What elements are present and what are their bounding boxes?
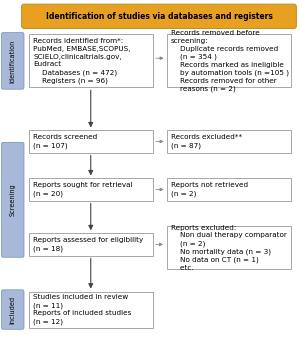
FancyBboxPatch shape: [28, 233, 153, 256]
Text: Reports sought for retrieval
(n = 20): Reports sought for retrieval (n = 20): [33, 182, 133, 197]
FancyBboxPatch shape: [28, 178, 153, 201]
Text: Screening: Screening: [10, 184, 16, 216]
FancyBboxPatch shape: [2, 290, 24, 329]
Text: Included: Included: [10, 296, 16, 323]
FancyBboxPatch shape: [28, 130, 153, 153]
Text: Records screened
(n = 107): Records screened (n = 107): [33, 134, 97, 149]
FancyBboxPatch shape: [2, 33, 24, 89]
FancyBboxPatch shape: [2, 142, 24, 257]
FancyBboxPatch shape: [167, 130, 291, 153]
FancyBboxPatch shape: [167, 226, 291, 269]
Text: Studies included in review
(n = 11)
Reports of included studies
(n = 12): Studies included in review (n = 11) Repo…: [33, 294, 131, 325]
Text: Reports excluded:
    Non dual therapy comparator
    (n = 2)
    No mortality d: Reports excluded: Non dual therapy compa…: [171, 225, 287, 271]
FancyBboxPatch shape: [28, 34, 153, 87]
Text: Reports not retrieved
(n = 2): Reports not retrieved (n = 2): [171, 182, 248, 197]
Text: Identification: Identification: [10, 39, 16, 83]
FancyBboxPatch shape: [28, 292, 153, 328]
Text: Records identified from*:
PubMed, EMBASE,SCOPUS,
SCIELO,clinicaltrials.gov,
Eudr: Records identified from*: PubMed, EMBASE…: [33, 38, 130, 84]
Text: Records removed before
screening:
    Duplicate records removed
    (n = 354 )
 : Records removed before screening: Duplic…: [171, 30, 289, 92]
Text: Identification of studies via databases and registers: Identification of studies via databases …: [46, 12, 272, 21]
Text: Reports assessed for eligibility
(n = 18): Reports assessed for eligibility (n = 18…: [33, 237, 143, 251]
FancyBboxPatch shape: [167, 34, 291, 87]
FancyBboxPatch shape: [167, 178, 291, 201]
Text: Records excluded**
(n = 87): Records excluded** (n = 87): [171, 134, 242, 149]
FancyBboxPatch shape: [22, 4, 296, 28]
